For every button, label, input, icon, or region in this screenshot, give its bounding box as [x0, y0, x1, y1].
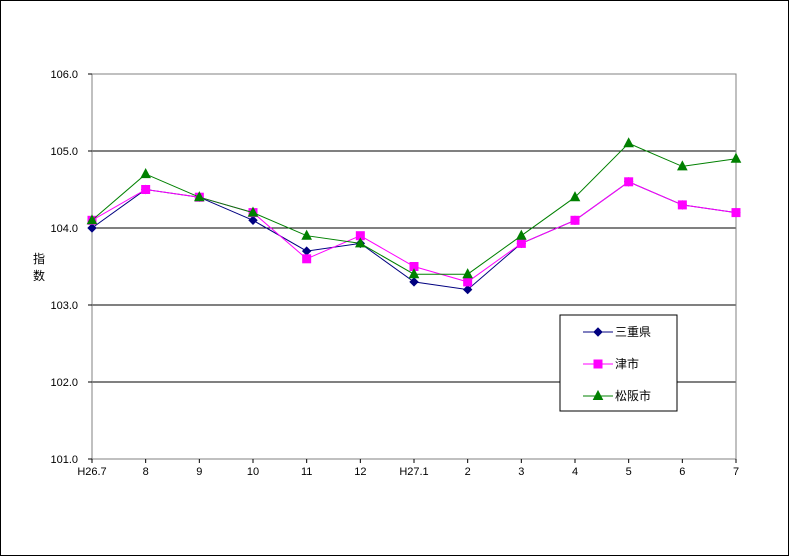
data-point: [677, 160, 688, 171]
data-point: [592, 389, 604, 400]
x-tick-label: 5: [626, 466, 632, 478]
x-tick-label: H27.1: [399, 466, 428, 478]
x-tick-label: 11: [301, 466, 312, 478]
x-tick-label: 9: [196, 466, 202, 478]
y-tick-label: 104.0: [50, 223, 78, 235]
y-axis-label-char: 指: [33, 251, 45, 266]
x-tick-label: 2: [465, 466, 471, 478]
legend-label: 三重県: [615, 325, 651, 339]
data-point: [247, 206, 259, 217]
y-axis-label: 指数: [33, 251, 45, 283]
data-point: [731, 208, 741, 218]
series-line: [91, 142, 737, 275]
y-axis-ticks: 101.0 102.0 103.0 104.0 105.0 106.0: [50, 69, 92, 466]
y-tick-label: 102.0: [50, 377, 78, 389]
data-point: [248, 215, 258, 226]
x-tick-label: 6: [679, 466, 685, 478]
x-tick-label: H26.7: [77, 466, 106, 478]
x-tick-label: 3: [518, 466, 524, 478]
y-tick-label: 105.0: [50, 146, 78, 158]
data-point: [593, 359, 603, 369]
data-point: [86, 214, 98, 225]
data-point: [516, 238, 526, 248]
y-tick-label: 106.0: [50, 69, 78, 81]
x-tick-label: 12: [354, 466, 366, 478]
data-point: [730, 152, 742, 163]
x-axis-ticks: H26.7 8 9 10 11 12 H27.1 2 3 4 5 6 7: [77, 459, 739, 478]
data-point: [624, 177, 634, 187]
x-tick-label: 8: [143, 466, 149, 478]
data-point: [623, 137, 634, 148]
data-point: [302, 254, 312, 264]
data-point: [462, 268, 473, 279]
data-point: [463, 277, 473, 287]
series-layer: [86, 137, 742, 295]
x-tick-label: 10: [247, 466, 259, 478]
y-tick-label: 103.0: [50, 300, 78, 312]
data-point: [408, 268, 420, 279]
data-point: [516, 229, 527, 240]
data-point: [140, 168, 151, 179]
data-point: [141, 185, 151, 194]
y-axis-label-char: 数: [33, 268, 45, 283]
legend-label: 松阪市: [615, 388, 651, 403]
data-point: [462, 284, 473, 295]
data-point: [593, 327, 603, 337]
series-3: [86, 137, 742, 279]
legend-label: 津市: [615, 356, 639, 371]
x-tick-label: 4: [572, 466, 578, 478]
legend-box: [559, 314, 678, 412]
data-point: [301, 246, 312, 256]
data-point: [569, 191, 581, 202]
data-point: [301, 229, 312, 240]
data-point: [87, 223, 97, 233]
data-point: [355, 237, 366, 248]
data-point: [409, 277, 419, 287]
data-point: [677, 200, 687, 210]
data-point: [570, 215, 580, 225]
x-tick-label: 7: [733, 466, 739, 478]
data-point: [194, 191, 205, 202]
y-tick-label: 101.0: [50, 454, 78, 466]
